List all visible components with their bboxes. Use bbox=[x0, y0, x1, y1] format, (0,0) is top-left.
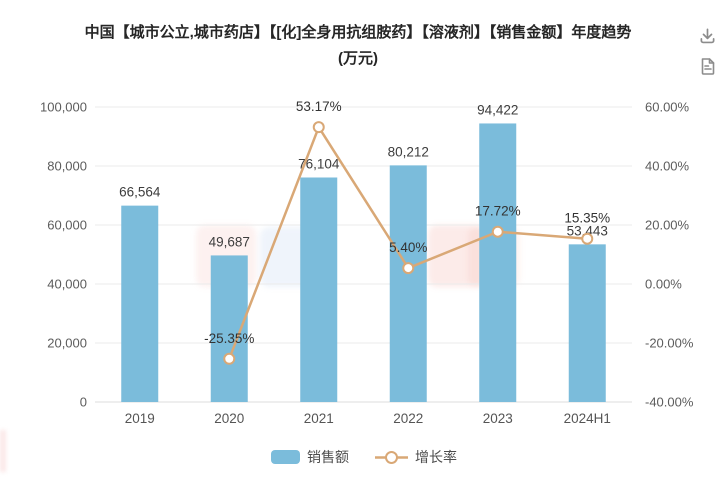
sales-swatch-icon bbox=[271, 450, 300, 464]
growth-value-label: 53.17% bbox=[296, 99, 342, 114]
y-axis-tick-left: 40,000 bbox=[47, 277, 87, 292]
bar-2019[interactable] bbox=[121, 205, 159, 402]
legend: 销售额 增长率 bbox=[0, 447, 728, 467]
edge-artifact bbox=[0, 430, 6, 472]
y-axis-tick-right: 40.00% bbox=[645, 159, 690, 174]
y-axis-tick-right: 60.00% bbox=[645, 100, 690, 115]
chart-title: 中国【城市公立,城市药店】【[化]全身用抗组胺药】【溶液剂】【销售金额】年度趋势… bbox=[30, 20, 686, 72]
y-axis-tick-right: 0.00% bbox=[645, 277, 682, 292]
x-axis-label: 2023 bbox=[483, 411, 513, 426]
legend-label-growth: 增长率 bbox=[415, 449, 457, 465]
y-axis-tick-left: 60,000 bbox=[47, 218, 87, 233]
x-axis-label: 2021 bbox=[304, 411, 334, 426]
y-axis-tick-left: 80,000 bbox=[47, 159, 87, 174]
chart-plot-area: 100,000 60.00% 80,000 40.00% 60,000 20.00% 40,… bbox=[0, 85, 728, 472]
growth-point-2024H1[interactable] bbox=[581, 232, 594, 245]
bar-value-label: 76,104 bbox=[298, 156, 340, 171]
page-title-unit: (万元) bbox=[338, 50, 378, 67]
x-axis-label: 2024H1 bbox=[564, 411, 611, 426]
x-axis-label: 2020 bbox=[214, 411, 244, 426]
bar-2023[interactable] bbox=[479, 123, 517, 402]
x-axis-label: 2022 bbox=[393, 411, 423, 426]
growth-value-label: 5.40% bbox=[389, 240, 427, 255]
report-icon bbox=[701, 58, 714, 75]
growth-point-2020[interactable] bbox=[223, 352, 236, 365]
bar-value-label: 53,443 bbox=[567, 223, 608, 238]
y-axis-tick-right: -40.00% bbox=[645, 395, 694, 410]
page-title: 中国【城市公立,城市药店】【[化]全身用抗组胺药】【溶液剂】【销售金额】年度趋势 bbox=[84, 24, 632, 41]
growth-line-icon bbox=[375, 450, 408, 464]
download-icon bbox=[700, 28, 715, 44]
bar-value-label: 66,564 bbox=[119, 185, 161, 200]
bar-2021[interactable] bbox=[300, 177, 338, 402]
trend-chart: 100,000 60.00% 80,000 40.00% 60,000 20.00% 40,… bbox=[40, 99, 694, 426]
bar-2022[interactable] bbox=[389, 165, 427, 402]
growth-point-2023[interactable] bbox=[491, 225, 504, 238]
growth-value-label: -25.35% bbox=[204, 331, 254, 346]
y-axis-tick-left: 100,000 bbox=[40, 100, 87, 115]
y-axis-tick-left: 20,000 bbox=[47, 336, 87, 351]
y-axis-tick-right: -20.00% bbox=[645, 336, 694, 351]
y-axis-tick-right: 20.00% bbox=[645, 218, 690, 233]
bar-value-label: 49,687 bbox=[209, 234, 250, 249]
growth-value-label: 15.35% bbox=[564, 211, 610, 226]
bar-2024H1[interactable] bbox=[568, 244, 606, 402]
growth-value-label: 17.72% bbox=[475, 204, 521, 219]
legend-label-sales: 销售额 bbox=[307, 449, 349, 465]
legend-item-growth[interactable]: 增长率 bbox=[375, 447, 457, 467]
growth-point-2022[interactable] bbox=[402, 262, 415, 275]
growth-point-2021[interactable] bbox=[312, 121, 325, 134]
y-axis-tick-left: 0 bbox=[80, 395, 87, 410]
toolbar bbox=[698, 27, 717, 75]
legend-item-sales[interactable]: 销售额 bbox=[271, 447, 349, 467]
report-button[interactable] bbox=[699, 56, 717, 75]
bar-value-label: 94,422 bbox=[477, 102, 518, 117]
download-button[interactable] bbox=[698, 27, 717, 46]
x-axis-label: 2019 bbox=[125, 411, 155, 426]
bar-value-label: 80,212 bbox=[388, 144, 429, 159]
